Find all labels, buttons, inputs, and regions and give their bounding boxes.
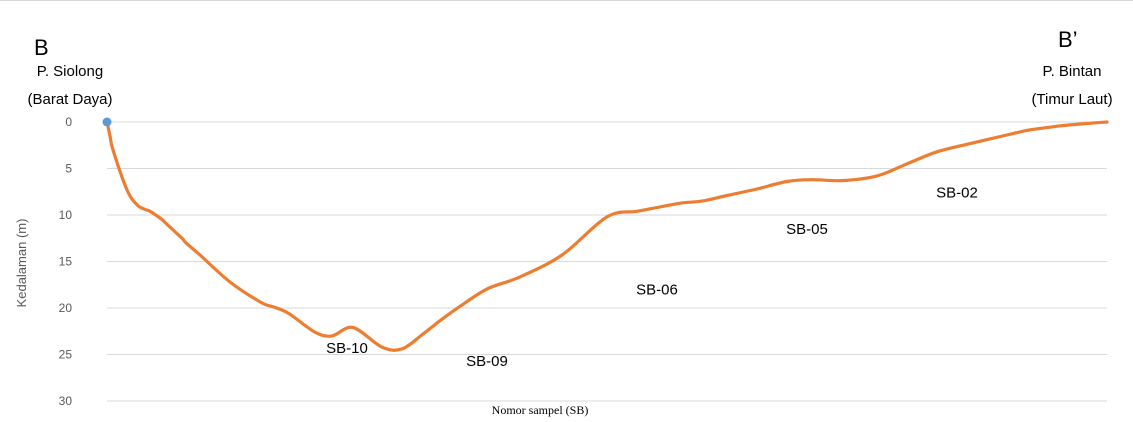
y-tick-label-15: 15 xyxy=(59,255,73,269)
start-point-marker xyxy=(102,117,112,127)
start-endpoint-direction: (Barat Daya) xyxy=(27,91,112,108)
start-endpoint-letter: B xyxy=(34,35,49,60)
x-axis-label: Nomor sampel (SB) xyxy=(492,403,589,417)
y-tick-label-10: 10 xyxy=(59,208,73,222)
y-tick-label-30: 30 xyxy=(59,394,73,408)
end-endpoint-direction: (Timur Laut) xyxy=(1031,91,1112,108)
depth-profile-line xyxy=(105,120,1109,352)
sample-label-sb-02: SB-02 xyxy=(936,185,978,202)
y-tick-label-0: 0 xyxy=(65,115,72,129)
y-tick-label-5: 5 xyxy=(65,162,72,176)
y-axis-label: Kedalaman (m) xyxy=(14,219,29,308)
sample-label-sb-05: SB-05 xyxy=(786,221,828,238)
y-tick-label-25: 25 xyxy=(59,348,73,362)
sample-label-sb-09: SB-09 xyxy=(466,353,508,370)
sample-label-sb-10: SB-10 xyxy=(326,340,368,357)
sample-labels: SB-10 SB-09 SB-06 SB-05 SB-02 xyxy=(326,185,978,370)
y-tick-labels: 0 5 10 15 20 25 30 xyxy=(59,115,73,408)
grid-lines xyxy=(107,121,1107,402)
markers xyxy=(102,117,112,127)
end-endpoint-letter: B’ xyxy=(1058,27,1078,52)
y-tick-label-20: 20 xyxy=(59,301,73,315)
start-endpoint-name: P. Siolong xyxy=(37,63,103,80)
sample-label-sb-06: SB-06 xyxy=(636,281,678,298)
end-endpoint-name: P. Bintan xyxy=(1043,63,1102,80)
profile-series xyxy=(105,120,1109,352)
